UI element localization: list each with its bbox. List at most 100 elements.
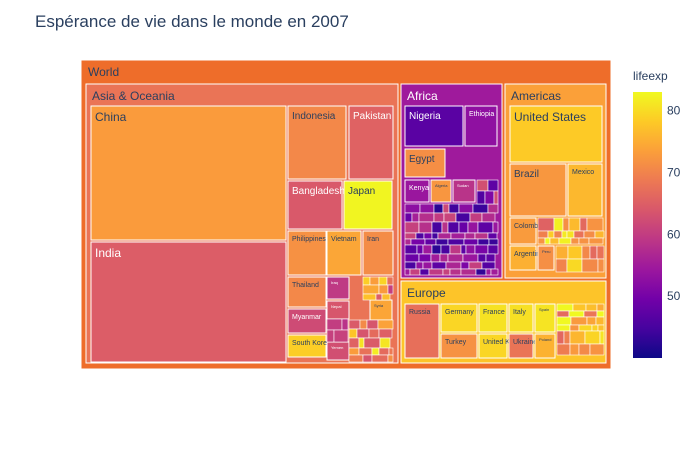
tile-small-country[interactable] xyxy=(472,203,489,214)
tile-small-country[interactable] xyxy=(465,244,476,255)
tile-small-country[interactable] xyxy=(568,217,581,232)
tile-small-country[interactable] xyxy=(422,244,433,255)
tile-small-country[interactable] xyxy=(443,212,457,223)
tile-small-country[interactable] xyxy=(431,221,443,234)
tile-small-country[interactable] xyxy=(585,303,598,312)
tile-small-country[interactable] xyxy=(404,253,420,263)
tile-brazil[interactable] xyxy=(509,163,567,217)
tile-small-country[interactable] xyxy=(387,354,394,363)
tile-small-country[interactable] xyxy=(568,310,585,318)
tile-small-country[interactable] xyxy=(326,318,343,331)
tile-small-country[interactable] xyxy=(358,347,373,356)
tile-small-country[interactable] xyxy=(415,232,425,240)
tile-small-country[interactable] xyxy=(558,237,572,245)
tile-philippines[interactable] xyxy=(287,230,327,276)
tile-small-country[interactable] xyxy=(477,238,490,246)
tile-small-country[interactable] xyxy=(431,232,439,240)
tile-small-country[interactable] xyxy=(556,324,571,332)
tile-small-country[interactable] xyxy=(556,310,570,318)
tile-small-country[interactable] xyxy=(476,179,489,192)
tile-small-country[interactable] xyxy=(462,253,479,263)
tile-united-states[interactable] xyxy=(509,105,603,163)
tile-small-country[interactable] xyxy=(547,230,555,239)
tile-small-country[interactable] xyxy=(477,221,494,234)
tile-small-country[interactable] xyxy=(484,190,495,205)
tile-small-country[interactable] xyxy=(549,237,560,245)
tile-small-country[interactable] xyxy=(458,221,469,234)
tile-united-kingdom[interactable] xyxy=(478,333,508,359)
tile-small-country[interactable] xyxy=(348,337,360,349)
tile-small-country[interactable] xyxy=(363,337,381,349)
tile-small-country[interactable] xyxy=(589,343,605,356)
tile-argentina[interactable] xyxy=(509,245,537,271)
tile-small-country[interactable] xyxy=(440,244,451,255)
tile-small-country[interactable] xyxy=(474,232,489,240)
tile-small-country[interactable] xyxy=(418,221,433,234)
tile-small-country[interactable] xyxy=(597,258,605,273)
tile-small-country[interactable] xyxy=(377,319,394,330)
tile-small-country[interactable] xyxy=(404,203,421,214)
tile-thailand[interactable] xyxy=(287,276,327,308)
tile-small-country[interactable] xyxy=(475,268,487,276)
tile-small-country[interactable] xyxy=(366,319,379,330)
tile-small-country[interactable] xyxy=(348,347,360,356)
tile-small-country[interactable] xyxy=(481,212,496,223)
tile-small-country[interactable] xyxy=(556,316,572,326)
tile-small-country[interactable] xyxy=(487,232,498,240)
tile-small-country[interactable] xyxy=(447,238,465,246)
tile-small-country[interactable] xyxy=(449,268,462,276)
tile-small-country[interactable] xyxy=(544,237,551,245)
tile-colombia[interactable] xyxy=(509,217,537,245)
tile-small-country[interactable] xyxy=(378,347,390,356)
tile-small-country[interactable] xyxy=(597,324,605,332)
tile-small-country[interactable] xyxy=(487,179,499,192)
tile-small-country[interactable] xyxy=(404,221,420,234)
tile-nigeria[interactable] xyxy=(404,105,464,147)
tile-russia[interactable] xyxy=(404,303,440,359)
tile-small-country[interactable] xyxy=(485,253,496,263)
tile-small-country[interactable] xyxy=(418,212,435,223)
tile-germany[interactable] xyxy=(440,303,478,333)
tile-small-country[interactable] xyxy=(386,276,394,286)
tile-small-country[interactable] xyxy=(578,237,590,245)
tile-small-country[interactable] xyxy=(581,245,591,260)
tile-small-country[interactable] xyxy=(371,347,380,356)
tile-small-country[interactable] xyxy=(586,316,597,326)
tile-small-country[interactable] xyxy=(415,261,424,270)
tile-small-country[interactable] xyxy=(586,217,604,232)
tile-small-country[interactable] xyxy=(570,316,588,326)
tile-small-country[interactable] xyxy=(348,319,361,330)
tile-small-country[interactable] xyxy=(378,276,388,286)
tile-small-country[interactable] xyxy=(387,284,394,295)
tile-small-country[interactable] xyxy=(468,261,483,270)
tile-small-country[interactable] xyxy=(553,217,564,232)
tile-small-country[interactable] xyxy=(409,268,421,276)
tile-small-country[interactable] xyxy=(553,230,563,239)
tile-small-country[interactable] xyxy=(596,303,605,312)
tile-small-country[interactable] xyxy=(442,268,451,276)
tile-small-country[interactable] xyxy=(563,330,571,345)
tile-small-country[interactable] xyxy=(578,343,591,356)
tile-small-country[interactable] xyxy=(537,230,549,239)
tile-small-country[interactable] xyxy=(556,303,574,312)
tile-small-country[interactable] xyxy=(428,268,444,276)
tile-small-country[interactable] xyxy=(433,212,445,223)
tile-small-country[interactable] xyxy=(431,244,442,255)
tile-small-country[interactable] xyxy=(596,245,605,260)
tile-small-country[interactable] xyxy=(442,203,450,214)
tile-small-country[interactable] xyxy=(584,330,601,345)
tile-small-country[interactable] xyxy=(556,343,571,356)
tile-small-country[interactable] xyxy=(569,343,580,356)
tile-turkey[interactable] xyxy=(440,333,478,359)
tile-small-country[interactable] xyxy=(362,276,371,286)
tile-small-country[interactable] xyxy=(572,303,587,312)
tile-italy[interactable] xyxy=(508,303,534,333)
tile-small-country[interactable] xyxy=(556,330,565,345)
tile-small-country[interactable] xyxy=(404,261,417,270)
tile-small-country[interactable] xyxy=(460,261,470,270)
tile-small-country[interactable] xyxy=(492,221,499,234)
tile-mexico[interactable] xyxy=(567,163,603,217)
tile-small-country[interactable] xyxy=(570,237,580,245)
tile-small-country[interactable] xyxy=(410,238,426,246)
